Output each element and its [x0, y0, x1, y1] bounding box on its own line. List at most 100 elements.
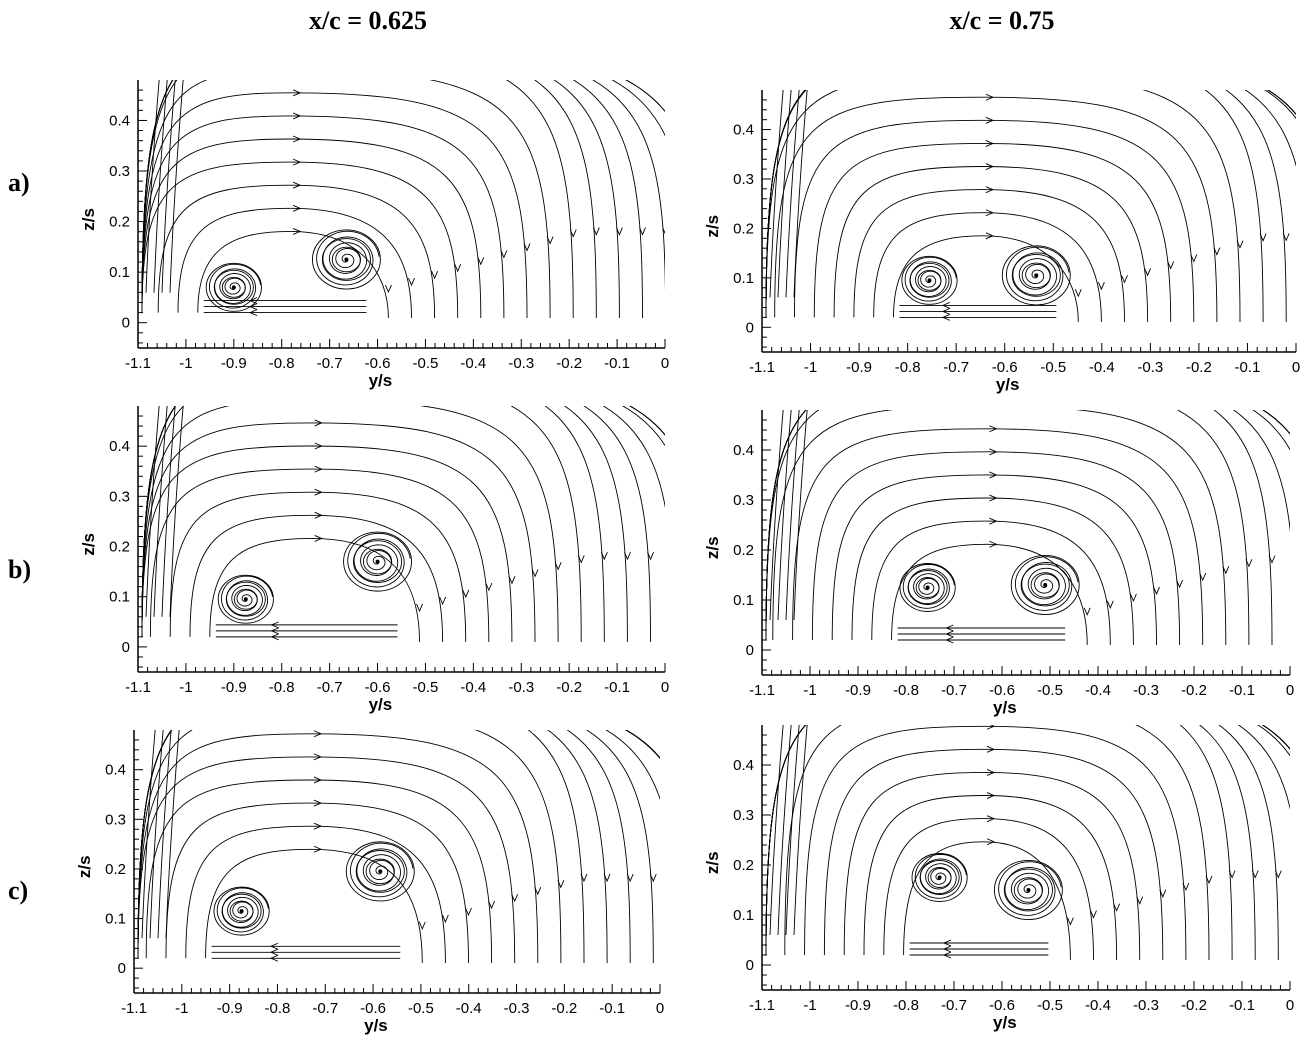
vortex-ring	[205, 262, 262, 312]
streamline	[863, 795, 1118, 961]
streamline	[823, 748, 1164, 961]
x-tick-label: -0.7	[941, 997, 967, 1014]
vortex-ring	[919, 860, 960, 895]
streamlines	[141, 80, 665, 319]
streamline	[137, 756, 516, 964]
x-tick-label: -0.6	[360, 1000, 386, 1017]
x-tick-label: -0.1	[1229, 997, 1255, 1014]
y-axis-label: z/s	[79, 533, 98, 556]
streamline-panel-3: -1.1 -1 -0.9 -0.8 -0.7 -0.6 -0.5 -0.4 -0.3 -0.2 -0…	[78, 402, 685, 743]
vortex-spiral	[208, 263, 262, 309]
streamline-arrow	[985, 209, 995, 217]
x-tick-label: -1.1	[121, 1000, 147, 1017]
streamline	[769, 725, 784, 936]
x-tick-label: 0	[1292, 359, 1300, 376]
x-tick-label: -0.4	[460, 355, 486, 372]
y-tick-label: 0.3	[733, 807, 754, 824]
x-tick-label: -1.1	[125, 679, 151, 696]
streamline-arrow	[569, 229, 577, 238]
streamline-panel-1: -1.1 -1 -0.9 -0.8 -0.7 -0.6 -0.5 -0.4 -0.3 -0.2 -0…	[78, 76, 685, 419]
streamline	[785, 90, 800, 298]
streamline	[141, 422, 536, 643]
streamline-arrow	[989, 494, 998, 502]
streamline-arrow	[416, 603, 423, 613]
x-tick-label: -0.7	[312, 1000, 338, 1017]
x-tick-label: -0.3	[1137, 359, 1163, 376]
streamline-arrow	[1298, 871, 1304, 878]
streamline-arrow	[1190, 254, 1198, 263]
streamline	[153, 406, 168, 617]
streamline	[149, 468, 490, 643]
x-tick-label: -1.1	[749, 997, 775, 1014]
x-tick-label: -0.9	[845, 682, 871, 699]
x-tick-label: -0.2	[551, 1000, 577, 1017]
streamline-arrow	[986, 745, 996, 753]
streamline-arrow	[941, 313, 951, 321]
streamline	[137, 733, 539, 964]
streamline-arrow	[314, 419, 323, 427]
streamline	[765, 725, 1256, 961]
streamline	[141, 92, 528, 319]
streamline	[141, 138, 482, 319]
streamline-arrow	[269, 954, 279, 962]
x-tick-label: -0.5	[1037, 997, 1063, 1014]
y-axis-label: z/s	[703, 215, 722, 238]
streamline-arrow	[500, 250, 508, 259]
streamline	[145, 406, 160, 617]
streamline	[189, 514, 444, 643]
x-tick-label: -0.8	[895, 359, 921, 376]
streamline-arrow	[600, 552, 608, 561]
streamline	[141, 80, 665, 313]
streamline-arrow	[292, 181, 302, 189]
streamline	[165, 802, 469, 964]
streamline	[169, 80, 184, 293]
vortex-ring	[233, 588, 258, 610]
streamline-arrow	[546, 236, 554, 245]
streamline-arrow	[439, 596, 447, 606]
streamline-arrow	[313, 845, 323, 853]
vortex-ring	[1021, 262, 1051, 289]
streamline	[161, 406, 176, 617]
streamline-arrow	[945, 636, 954, 644]
streamline-arrow	[1176, 579, 1184, 589]
x-tick-label: -1	[803, 997, 816, 1014]
streamline	[765, 725, 1290, 956]
streamline-arrow	[1136, 896, 1144, 905]
streamline-arrow	[508, 576, 516, 585]
x-tick-label: -0.4	[1085, 997, 1111, 1014]
streamline	[161, 80, 176, 293]
streamlines	[765, 90, 1296, 323]
y-tick-label: 0.2	[105, 861, 126, 878]
streamline	[765, 725, 1290, 956]
streamline-arrow	[511, 893, 519, 903]
streamline	[141, 80, 551, 319]
streamline-arrow	[942, 939, 952, 947]
streamline-arrow	[292, 228, 302, 235]
streamline-arrow	[986, 792, 996, 799]
vortex-core	[239, 909, 244, 914]
streamline-arrow	[985, 186, 995, 194]
streamline	[784, 725, 1210, 961]
x-tick-label: -0.4	[1089, 359, 1115, 376]
x-tick-label: -0.4	[460, 679, 486, 696]
streamline-panel-4: -1.1 -1 -0.9 -0.8 -0.7 -0.6 -0.5 -0.4 -0.3 -0.2 -0…	[702, 406, 1310, 746]
streamline-arrow	[1113, 903, 1121, 912]
vortex-ring	[907, 570, 948, 605]
vortex-spiral	[904, 256, 957, 302]
streamline	[765, 90, 1296, 318]
streamline-arrow	[1153, 586, 1160, 596]
streamline	[765, 90, 1296, 318]
x-tick-label: -0.9	[221, 679, 247, 696]
vortex-ring	[221, 893, 262, 929]
y-tick-label: 0.3	[109, 163, 130, 180]
vortex-spiral	[1006, 246, 1070, 302]
x-tick-label: -1	[179, 679, 192, 696]
streamline	[871, 520, 1111, 646]
x-tick-label: -0.1	[1229, 682, 1255, 699]
streamline	[141, 406, 665, 637]
streamline	[777, 90, 792, 298]
streamline	[177, 207, 412, 319]
x-tick-label: -0.6	[992, 359, 1018, 376]
vortex-ring	[911, 853, 968, 902]
streamline	[141, 406, 628, 643]
